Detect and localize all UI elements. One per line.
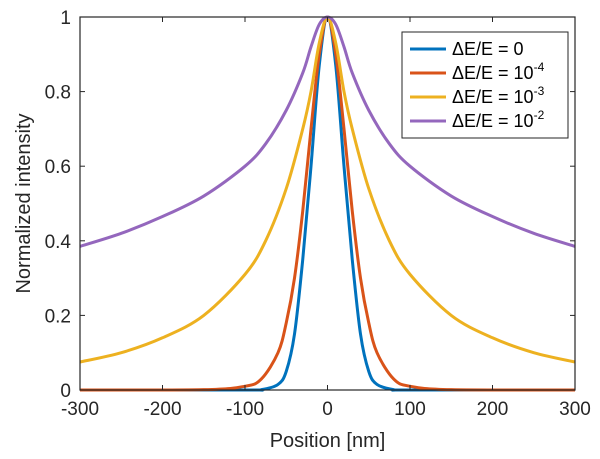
- x-axis-title: Position [nm]: [270, 430, 386, 452]
- x-tick-label: 200: [477, 399, 509, 420]
- y-tick-label: 0: [60, 381, 71, 402]
- legend-label-exponent: -2: [534, 108, 545, 122]
- legend-label-3: ΔE/E = 10-3: [452, 84, 545, 107]
- y-tick-label: 0.4: [45, 232, 72, 253]
- x-tick-label: 100: [394, 399, 426, 420]
- legend-label-1: ΔE/E = 0: [452, 39, 524, 59]
- x-tick-label: -100: [226, 399, 264, 420]
- x-tick-label: 300: [559, 399, 591, 420]
- legend-label-base: ΔE/E = 10: [452, 87, 534, 107]
- x-tick-label: 0: [322, 399, 333, 420]
- legend-label-base: ΔE/E = 0: [452, 39, 524, 59]
- legend-label-exponent: -3: [534, 84, 545, 98]
- x-tick-label: -200: [143, 399, 181, 420]
- axes-layer: -300 -200 -100 0 100 200 300 0 0.2 0.4 0.6 0.8 1: [45, 8, 591, 420]
- legend-label-base: ΔE/E = 10: [452, 63, 534, 83]
- y-tick-label: 0.6: [45, 157, 71, 178]
- y-tick-label: 1: [60, 8, 71, 29]
- legend: ΔE/E = 0ΔE/E = 10-4ΔE/E = 10-3ΔE/E = 10-…: [401, 31, 569, 139]
- legend-label-base: ΔE/E = 10: [452, 111, 534, 131]
- y-tick-label: 0.2: [45, 306, 71, 327]
- legend-label-4: ΔE/E = 10-2: [452, 108, 545, 131]
- legend-label-2: ΔE/E = 10-4: [452, 60, 545, 83]
- legend-label-exponent: -4: [534, 60, 545, 74]
- x-tick-label: -300: [61, 399, 99, 420]
- y-tick-label: 0.8: [45, 83, 71, 104]
- y-axis-title: Normalized intensity: [13, 113, 35, 293]
